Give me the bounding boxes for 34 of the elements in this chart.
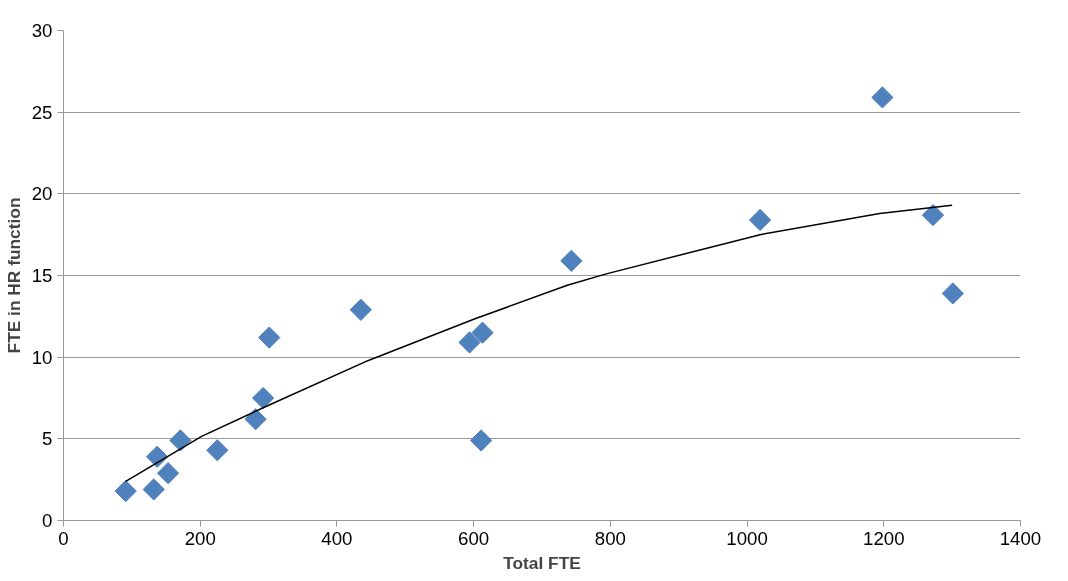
x-tick-label: 200 <box>184 527 216 549</box>
point <box>470 429 493 452</box>
x-tick-label: 800 <box>594 527 626 549</box>
y-tick-label: 15 <box>31 265 53 286</box>
point <box>471 321 494 344</box>
x-tick-label: 1400 <box>999 527 1042 549</box>
y-tick-label: 0 <box>42 510 53 531</box>
point <box>252 386 275 410</box>
y-tick-label: 20 <box>31 183 53 205</box>
point <box>114 479 137 503</box>
y-tick-label: 30 <box>31 20 53 41</box>
point <box>921 203 945 227</box>
point <box>244 408 267 431</box>
y-tick-label: 5 <box>42 428 53 450</box>
x-tick-label: 1000 <box>726 527 768 549</box>
point <box>941 282 964 305</box>
x-axis-title: Total FTE <box>503 552 581 573</box>
point <box>560 249 583 272</box>
point <box>458 331 481 354</box>
x-tick-label: 1200 <box>863 527 905 549</box>
y-axis-title: FTE in HR function <box>3 197 24 354</box>
x-tick-label: 400 <box>321 527 353 549</box>
x-tick-label: 600 <box>458 527 490 549</box>
point <box>871 86 894 109</box>
point <box>748 208 772 232</box>
point <box>142 478 165 501</box>
point <box>206 439 229 462</box>
point <box>156 462 180 485</box>
y-tick-label: 10 <box>31 346 53 368</box>
point <box>169 429 192 452</box>
x-tick-label: 0 <box>58 527 69 549</box>
y-tick-label: 25 <box>31 101 53 123</box>
point <box>349 298 372 321</box>
point <box>258 326 281 349</box>
